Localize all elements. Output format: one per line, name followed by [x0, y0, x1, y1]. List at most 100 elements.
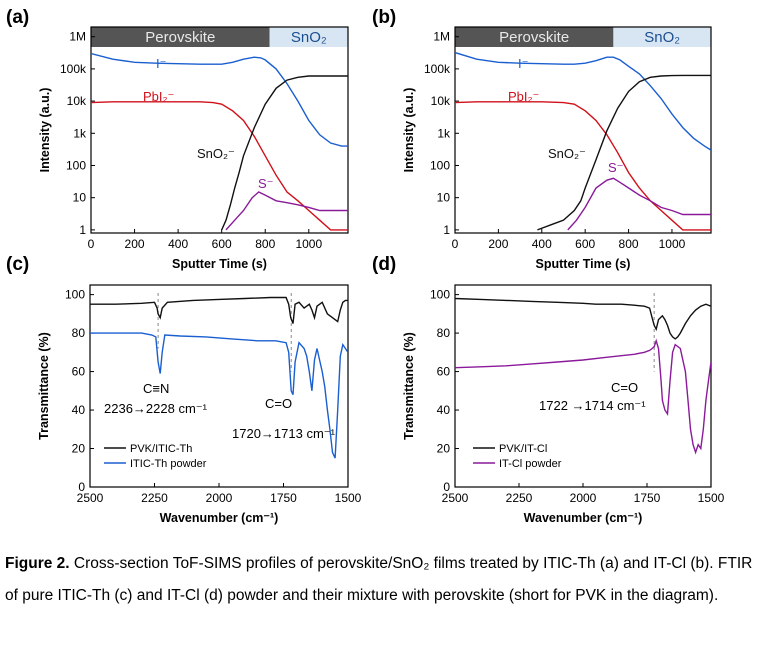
series-line — [225, 191, 348, 231]
y-tick-label: 10 — [73, 191, 87, 205]
series-line — [455, 101, 711, 231]
y-tick-label: 10k — [67, 94, 87, 108]
plot-frame — [454, 26, 712, 234]
y-tick-label: 0 — [443, 480, 450, 494]
y-tick-label: 100 — [430, 288, 450, 302]
series-line — [455, 338, 711, 455]
panel-label: (b) — [372, 7, 396, 28]
y-tick-label: 80 — [72, 326, 86, 340]
x-axis-title: Wavenumber (cm⁻¹) — [160, 511, 279, 525]
y-tick-label: 1M — [433, 30, 450, 44]
x-tick-label: 1500 — [698, 491, 725, 505]
annotation: I⁻ — [518, 56, 528, 71]
y-tick-label: 20 — [437, 442, 451, 456]
x-tick-label: 800 — [255, 237, 275, 251]
annotation: C=O — [611, 380, 638, 395]
y-tick-label: 1 — [443, 223, 450, 237]
x-axis-title: Wavenumber (cm⁻¹) — [524, 511, 643, 525]
panel-label: (c) — [6, 254, 29, 275]
y-tick-label: 100k — [60, 62, 87, 76]
x-tick-label: 2500 — [442, 491, 469, 505]
x-tick-label: 2250 — [506, 491, 533, 505]
region-band — [91, 27, 270, 47]
y-tick-label: 100 — [66, 158, 86, 172]
region-label: SnO₂ — [291, 29, 327, 46]
y-tick-label: 100k — [424, 62, 451, 76]
x-tick-label: 400 — [168, 237, 188, 251]
annotation: SnO₂⁻ — [548, 146, 586, 161]
y-tick-label: 10k — [431, 94, 451, 108]
annotation: PbI₂⁻ — [508, 89, 539, 104]
y-tick-label: 40 — [437, 403, 451, 417]
x-tick-label: 2250 — [141, 491, 168, 505]
x-tick-label: 1000 — [295, 237, 322, 251]
annotation: C=O — [265, 396, 292, 411]
y-tick-label: 60 — [72, 365, 86, 379]
annotation: S⁻ — [258, 176, 274, 191]
y-axis-title: Transmittance (%) — [402, 332, 416, 440]
y-tick-label: 40 — [72, 403, 86, 417]
region-band — [455, 27, 614, 47]
y-tick-label: 1k — [437, 126, 451, 140]
panel-label: (a) — [6, 7, 29, 28]
plot-frame — [89, 284, 349, 488]
x-tick-label: 0 — [452, 237, 459, 251]
annotation: S⁻ — [608, 160, 624, 175]
y-tick-label: 100 — [430, 158, 450, 172]
x-tick-label: 2500 — [77, 491, 104, 505]
y-axis-title: Transmittance (%) — [37, 332, 51, 440]
y-axis-title: Intensity (a.u.) — [402, 88, 416, 173]
x-axis-title: Sputter Time (s) — [536, 257, 631, 271]
annotation: PbI₂⁻ — [143, 89, 174, 104]
y-tick-label: 60 — [437, 365, 451, 379]
series-line — [455, 51, 711, 151]
x-tick-label: 2000 — [206, 491, 233, 505]
x-tick-label: 0 — [88, 237, 95, 251]
y-tick-label: 0 — [78, 480, 85, 494]
y-tick-label: 80 — [437, 326, 451, 340]
legend-label: PVK/ITIC-Th — [130, 443, 192, 455]
y-tick-label: 100 — [65, 288, 85, 302]
x-tick-label: 1500 — [335, 491, 362, 505]
y-tick-label: 1 — [79, 223, 86, 237]
y-axis-title: Intensity (a.u.) — [38, 88, 52, 173]
x-tick-label: 1000 — [659, 237, 686, 251]
series-line — [90, 332, 348, 459]
annotation: SnO₂⁻ — [197, 146, 235, 161]
figure-caption: Figure 2. Cross-section ToF-SIMS profile… — [5, 548, 761, 612]
legend-label: ITIC-Th powder — [130, 458, 207, 470]
legend-label: IT-Cl powder — [499, 458, 562, 470]
annotation: 1722 →1714 cm⁻¹ — [539, 398, 646, 413]
x-tick-label: 600 — [212, 237, 232, 251]
y-tick-label: 1M — [69, 30, 86, 44]
series-line — [537, 74, 711, 231]
series-line — [567, 177, 711, 231]
plot-frame — [90, 26, 349, 234]
x-axis-title: Sputter Time (s) — [172, 257, 267, 271]
x-tick-label: 400 — [532, 237, 552, 251]
x-tick-label: 200 — [488, 237, 508, 251]
plot-frame — [454, 284, 712, 488]
series-line — [91, 101, 348, 231]
x-tick-label: 1750 — [270, 491, 297, 505]
x-tick-label: 2000 — [570, 491, 597, 505]
caption-label: Figure 2. — [5, 555, 70, 572]
y-tick-label: 10 — [437, 191, 451, 205]
annotation: 1720→1713 cm⁻¹ — [232, 426, 336, 441]
x-tick-label: 600 — [575, 237, 595, 251]
x-tick-label: 1750 — [634, 491, 661, 505]
caption-text: Cross-section ToF-SIMS profiles of perov… — [5, 555, 753, 604]
region-label: Perovskite — [499, 29, 569, 46]
panel-label: (d) — [372, 254, 396, 275]
x-tick-label: 800 — [619, 237, 639, 251]
region-band — [613, 27, 711, 47]
series-line — [455, 297, 711, 340]
series-line — [90, 296, 348, 324]
region-band — [269, 27, 348, 47]
y-tick-label: 1k — [73, 126, 87, 140]
y-tick-label: 20 — [72, 442, 86, 456]
legend-label: PVK/IT-Cl — [499, 443, 547, 455]
annotation: 2236→2228 cm⁻¹ — [104, 401, 208, 416]
series-line — [91, 52, 348, 147]
